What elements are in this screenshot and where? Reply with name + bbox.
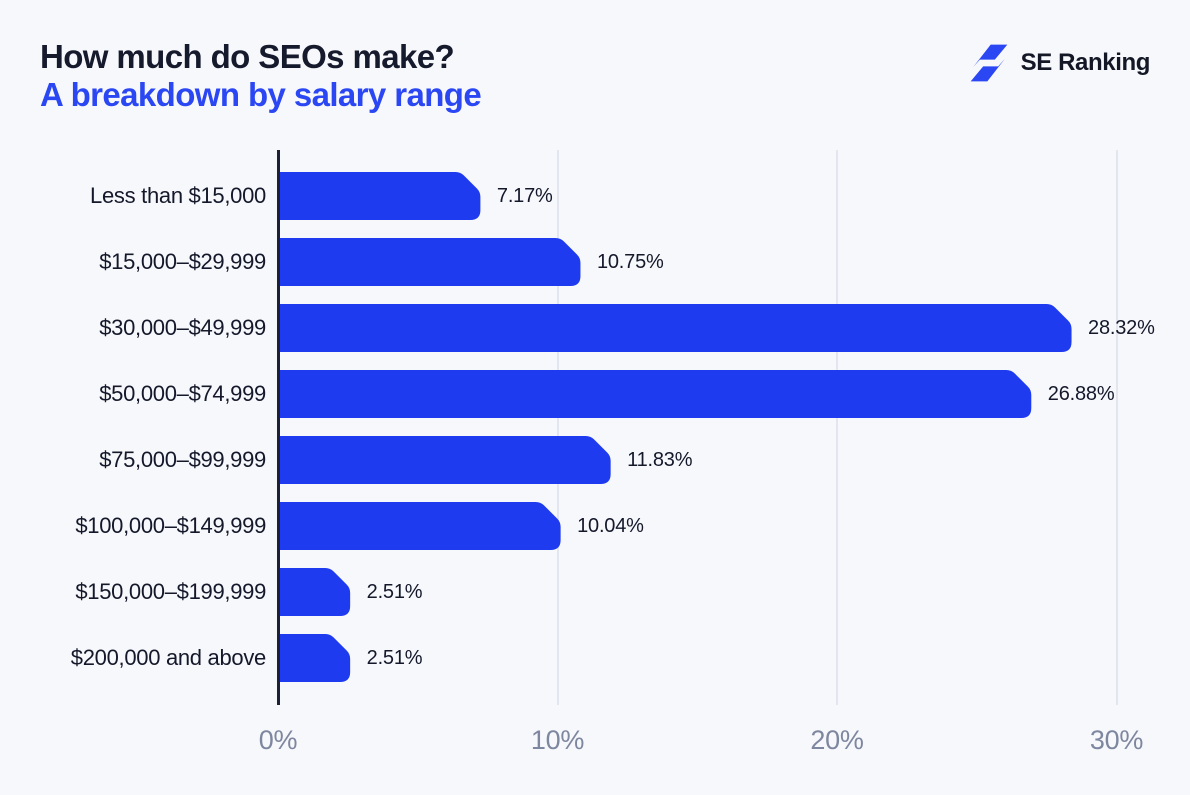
bar--50-000-74-999: [279, 370, 1031, 418]
bar--75-000-99-999: [279, 436, 611, 484]
bar--150-000-199-999: [279, 568, 350, 616]
value-label: 10.04%: [577, 515, 644, 537]
bar--100-000-149-999: [279, 502, 561, 550]
value-label: 28.32%: [1088, 317, 1155, 339]
value-label: 2.51%: [366, 647, 423, 669]
category-label: $15,000–$29,999: [99, 249, 266, 274]
bar--30-000-49-999: [279, 304, 1072, 352]
x-axis-tick-label: 20%: [810, 725, 864, 755]
value-label: 10.75%: [596, 251, 664, 273]
value-label: 26.88%: [1047, 383, 1115, 405]
page-subtitle: A breakdown by salary range: [40, 76, 482, 113]
category-label: $75,000–$99,999: [99, 447, 266, 472]
value-label: 2.51%: [366, 581, 423, 603]
gridline-10%: [556, 150, 559, 705]
category-label: $150,000–$199,999: [75, 579, 266, 604]
bar-less-than-15-000: [279, 172, 480, 220]
category-label: $30,000–$49,999: [99, 315, 266, 340]
value-label: 7.17%: [496, 185, 553, 207]
header: How much do SEOs make? A breakdown by sa…: [40, 38, 1150, 114]
category-label: Less than $15,000: [90, 183, 266, 208]
value-label: 11.83%: [627, 449, 693, 471]
category-label: $100,000–$149,999: [75, 513, 266, 538]
x-axis-tick-label: 30%: [1089, 725, 1144, 755]
bar--200-000-and-above: [279, 634, 350, 682]
logo-text: SE Ranking: [1020, 49, 1151, 76]
bar--15-000-29-999: [279, 238, 580, 286]
lightning-bolt-icon: [970, 44, 1007, 82]
x-axis-tick-label: 0%: [258, 725, 298, 755]
page-title: How much do SEOs make?: [40, 38, 455, 75]
salary-bar-chart: 0% 10% 20% 30% Less than $15,000 7.17% $15,000…: [0, 150, 1190, 795]
se-ranking-logo: SE Ranking: [969, 40, 1150, 86]
gridline-20%: [836, 150, 838, 705]
gridline-30%: [1115, 150, 1118, 705]
x-axis-tick-label: 10%: [530, 725, 585, 755]
y-axis-line: [276, 150, 280, 705]
category-label: $200,000 and above: [70, 645, 267, 670]
category-label: $50,000–$74,999: [99, 381, 266, 406]
